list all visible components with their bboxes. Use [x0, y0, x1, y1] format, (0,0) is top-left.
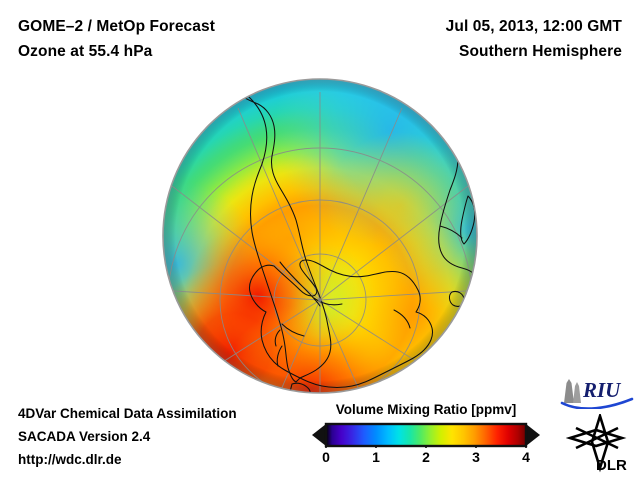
riu-wordmark: RIU [582, 378, 622, 402]
dlr-mark-icon [566, 414, 627, 473]
dlr-wordmark: DLR [596, 457, 627, 474]
colorbar-tick-1: 1 [372, 449, 380, 465]
colorbar-title: Volume Mixing Ratio [ppmv] [335, 402, 517, 417]
riu-logo: RIU [558, 373, 636, 409]
riu-tower-icon [564, 379, 581, 403]
coastlines [227, 85, 477, 393]
header-right: Jul 05, 2013, 12:00 GMT Southern Hemisph… [446, 14, 622, 64]
riu-wave-icon [560, 397, 634, 409]
coastline-tierra-del-fuego [289, 382, 311, 393]
colorbar-tick-2: 2 [422, 449, 430, 465]
coastline-patagonia-fjords [274, 329, 283, 367]
south-pole-marker [318, 298, 322, 302]
coastline-antarctica [248, 259, 434, 389]
version-label: SACADA Version 2.4 [18, 429, 151, 444]
page-title: GOME–2 / MetOp Forecast [18, 18, 215, 35]
meridians [163, 92, 477, 393]
region-label: Southern Hemisphere [459, 43, 622, 60]
header-left: GOME–2 / MetOp Forecast Ozone at 55.4 hP… [18, 14, 215, 64]
colorbar-tickmarks [325, 446, 527, 448]
colorbar-over-arrow [526, 424, 540, 446]
colorbar-tick-3: 3 [472, 449, 480, 465]
colorbar-tick-4: 4 [522, 449, 530, 465]
colorbar-tick-labels: 0 1 2 3 4 [312, 449, 540, 469]
dlr-logo: DLR [566, 414, 632, 476]
globe-limb [162, 78, 478, 394]
coastline-antarctica-detail [281, 297, 411, 337]
colorbar-tick-0: 0 [322, 449, 330, 465]
method-label: 4DVar Chemical Data Assimilation [18, 406, 237, 421]
colorbar: Volume Mixing Ratio [ppmv] [312, 402, 540, 469]
colorbar-ramp [312, 422, 540, 448]
source-url-label[interactable]: http://wdc.dlr.de [18, 452, 122, 467]
colorbar-under-arrow [312, 424, 326, 446]
coastline-south-america [227, 85, 332, 383]
timestamp-label: Jul 05, 2013, 12:00 GMT [445, 18, 622, 35]
coastline-antarctic-peninsula [279, 261, 321, 307]
ozone-field-plot [162, 78, 478, 394]
globe-map [162, 78, 478, 394]
footer-credits: 4DVar Chemical Data Assimilation SACADA … [18, 402, 237, 471]
page-subtitle: Ozone at 55.4 hPa [18, 43, 153, 60]
